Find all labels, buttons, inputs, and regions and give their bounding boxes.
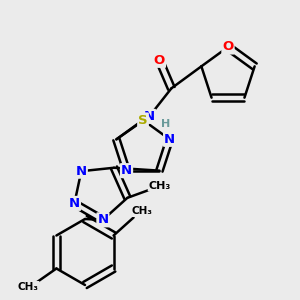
Text: H: H bbox=[161, 119, 170, 129]
Text: N: N bbox=[76, 165, 87, 178]
Text: N: N bbox=[144, 110, 155, 123]
Text: O: O bbox=[222, 40, 234, 53]
Text: N: N bbox=[69, 197, 80, 210]
Text: O: O bbox=[154, 54, 165, 67]
Text: CH₃: CH₃ bbox=[131, 206, 152, 217]
Text: N: N bbox=[121, 164, 132, 177]
Text: CH₃: CH₃ bbox=[18, 281, 39, 292]
Text: S: S bbox=[138, 113, 148, 127]
Text: N: N bbox=[164, 133, 175, 146]
Text: CH₃: CH₃ bbox=[148, 181, 170, 191]
Text: N: N bbox=[98, 213, 109, 226]
